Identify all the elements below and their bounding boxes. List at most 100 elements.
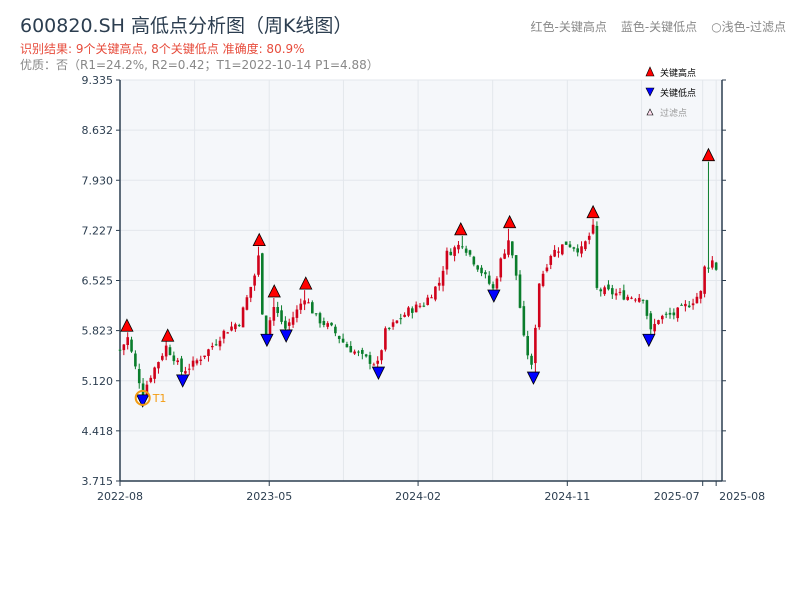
key-high-marker (454, 222, 468, 236)
key-low-marker (487, 289, 501, 303)
candle-body (553, 249, 556, 257)
candle-body (307, 302, 310, 304)
y-tick-label: 7.227 (82, 224, 114, 237)
candle-body (337, 335, 341, 340)
candle-body (318, 313, 322, 324)
candle-body (684, 303, 687, 307)
candle-body (491, 284, 495, 289)
key-low-marker (176, 374, 190, 388)
y-tick-label: 9.335 (82, 74, 114, 87)
candle-body (614, 293, 618, 296)
candle-body (353, 351, 356, 354)
candle-body (522, 306, 526, 336)
legend-high-icon (645, 66, 655, 77)
key-high-marker (252, 232, 266, 247)
candle-body (422, 305, 426, 307)
candle-body (637, 297, 641, 302)
candle-body (584, 241, 587, 250)
candle-body (564, 241, 568, 245)
candle-body (480, 267, 483, 274)
candle-body (411, 308, 414, 313)
candle-body (541, 273, 545, 286)
legend-light-label: ○浅色-过滤点 (711, 20, 786, 34)
legend-red-label: 红色-关键高点 (530, 20, 607, 34)
candle-body (595, 225, 599, 288)
candle-body (230, 326, 233, 331)
y-tick-label: 8.632 (82, 124, 114, 137)
y-tick-label: 5.120 (82, 375, 114, 388)
candle-body (211, 345, 214, 348)
candle-body (653, 323, 656, 332)
candle-body (549, 255, 553, 265)
candle-body (303, 300, 306, 305)
candle-body (599, 289, 603, 292)
candle-body (168, 347, 172, 355)
candle-body (149, 377, 153, 382)
candle-body (499, 258, 503, 278)
candle-body (349, 346, 353, 353)
candle-body (145, 384, 149, 396)
key-low-marker (136, 394, 150, 408)
key-high-marker (586, 204, 600, 219)
x-tick-label: 2022-08 (97, 490, 143, 503)
candle-body (607, 284, 610, 290)
candle-body (434, 286, 437, 300)
candle-body (687, 305, 691, 308)
candle-body (626, 296, 629, 300)
candle-body (707, 267, 710, 269)
candle-body (495, 278, 499, 289)
candle-body (711, 260, 714, 268)
candle-body (322, 321, 326, 325)
candle-body (241, 307, 245, 328)
candle-body (622, 290, 626, 300)
candle-body (141, 383, 145, 397)
candle-body (249, 286, 253, 298)
top-legend: 红色-关键高点 蓝色-关键低点 ○浅色-过滤点 (531, 20, 787, 34)
candle-body (426, 297, 429, 305)
candle-body (276, 307, 279, 314)
x-tick-label: 2023-05 (246, 490, 292, 503)
candle-body (326, 323, 329, 327)
candle-body (161, 355, 164, 360)
candle-body (557, 251, 560, 253)
candle-body (511, 241, 514, 256)
candle-body (207, 349, 210, 356)
candle-body (291, 317, 295, 325)
candle-body (507, 240, 510, 255)
candle-body (264, 315, 268, 335)
candle-body (611, 288, 614, 295)
chart-title: 600820.SH 高低点分析图（周K线图） (20, 15, 353, 37)
candle-body (176, 360, 179, 363)
candle-body (518, 274, 522, 308)
candle-body (153, 367, 156, 379)
candle-body (341, 338, 345, 343)
candle-body (268, 320, 272, 336)
candle-body (526, 336, 529, 356)
candle-body (641, 299, 645, 301)
candle-body (476, 265, 479, 270)
candle-body (372, 364, 376, 366)
candle-body (403, 314, 406, 317)
candle-body (580, 246, 583, 254)
candle-body (530, 355, 533, 365)
candle-body (284, 320, 287, 329)
candle-body (299, 303, 303, 310)
key-high-marker (267, 284, 281, 298)
candle-body (157, 362, 160, 369)
key-high-marker (701, 147, 716, 162)
candle-body (664, 313, 668, 315)
candle-body (191, 360, 195, 367)
candle-body (222, 330, 226, 339)
candle-body (449, 251, 453, 256)
legend-filtered-label: 过滤点 (660, 107, 687, 119)
candle-body (407, 307, 410, 316)
candle-body (195, 360, 199, 364)
candle-body (172, 355, 176, 362)
y-tick-label: 6.525 (82, 275, 114, 288)
candle-body (568, 244, 572, 248)
candle-body (226, 332, 229, 334)
y-tick-label: 7.930 (82, 174, 114, 187)
key-low-marker (279, 329, 293, 343)
result-summary: 识别结果: 9个关键高点, 8个关键低点 准确度: 80.9% (20, 42, 305, 56)
candle-body (537, 283, 541, 328)
